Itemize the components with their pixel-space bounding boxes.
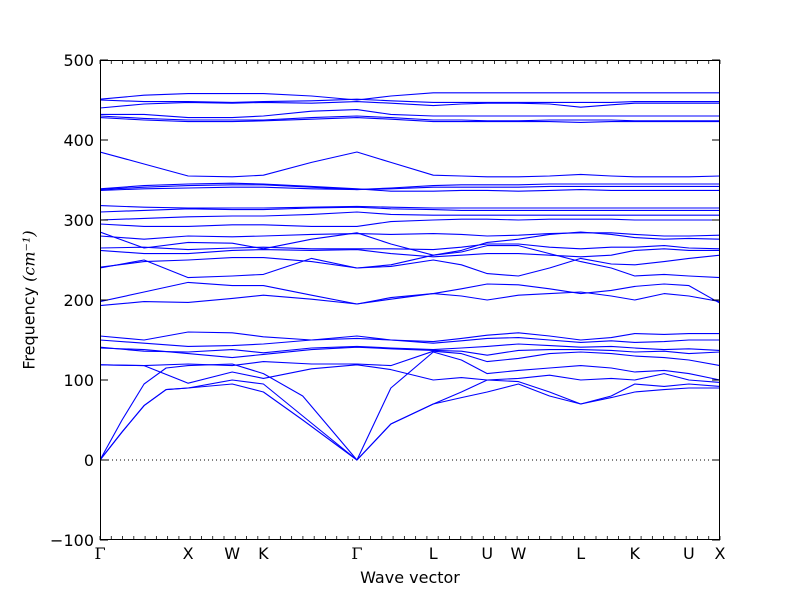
branch-line-18: [100, 218, 720, 227]
y-tick-label: −100: [50, 531, 94, 550]
branch-line-14: [100, 248, 720, 258]
branch-line-28: [100, 109, 720, 119]
x-tick-label: U: [683, 544, 695, 563]
x-tick-label: Γ: [94, 544, 105, 563]
y-tick-label: 400: [63, 131, 94, 150]
branch-line-25: [100, 151, 720, 178]
plot-frame: [100, 60, 720, 540]
branch-line-23: [100, 183, 720, 191]
x-tick-label: L: [576, 544, 585, 563]
branch-line-16: [100, 231, 720, 256]
branch-line-29: [100, 101, 720, 109]
x-tick-label: K: [258, 544, 269, 563]
branch-line-9: [100, 331, 720, 343]
branch-line-24: [100, 182, 720, 192]
y-axis-label: Frequency (cm⁻¹): [20, 230, 39, 369]
branch-line-26: [100, 117, 720, 123]
branch-line-27: [100, 115, 720, 122]
y-tick-label: 200: [63, 291, 94, 310]
y-tick-label: 100: [63, 371, 94, 390]
branch-line-31: [100, 92, 720, 101]
branch-line-8: [100, 337, 720, 347]
branch-line-2: [100, 379, 720, 461]
x-tick-label: K: [630, 544, 641, 563]
branch-line-3: [100, 351, 720, 461]
branch-line-30: [100, 98, 720, 103]
branch-line-22: [100, 185, 720, 191]
branch-line-6: [100, 346, 720, 359]
branch-line-1: [100, 383, 720, 461]
x-axis-label: Wave vector: [360, 568, 460, 587]
branch-line-20: [100, 206, 720, 213]
branch-line-11: [100, 281, 720, 305]
dispersion-branches: [100, 92, 720, 461]
y-tick-label: 0: [84, 451, 94, 470]
y-axis-label-wrap: Frequency (cm⁻¹): [16, 0, 42, 600]
x-tick-label: U: [481, 544, 493, 563]
x-tick-label: Γ: [351, 544, 362, 563]
branch-line-17: [100, 232, 720, 240]
x-tick-label: W: [224, 544, 240, 563]
branch-line-7: [100, 343, 720, 354]
x-tick-label: X: [715, 544, 726, 563]
x-tick-label: W: [511, 544, 527, 563]
x-tick-label: L: [429, 544, 438, 563]
branch-line-21: [100, 205, 720, 209]
branch-line-12: [100, 245, 720, 279]
y-axis-ticks: −100 0 100 200 300 400 500: [50, 51, 720, 550]
y-axis-label-text: Frequency: [19, 286, 39, 370]
y-axis-label-unit: (cm⁻¹): [19, 230, 39, 282]
y-tick-label: 300: [63, 211, 94, 230]
branch-line-15: [100, 243, 720, 251]
branch-line-13: [100, 254, 720, 277]
branch-line-19: [100, 211, 720, 221]
x-tick-label: X: [183, 544, 194, 563]
y-tick-label: 500: [63, 51, 94, 70]
branch-line-5: [100, 350, 720, 367]
branch-line-10: [100, 283, 720, 307]
branch-line-4: [100, 364, 720, 384]
